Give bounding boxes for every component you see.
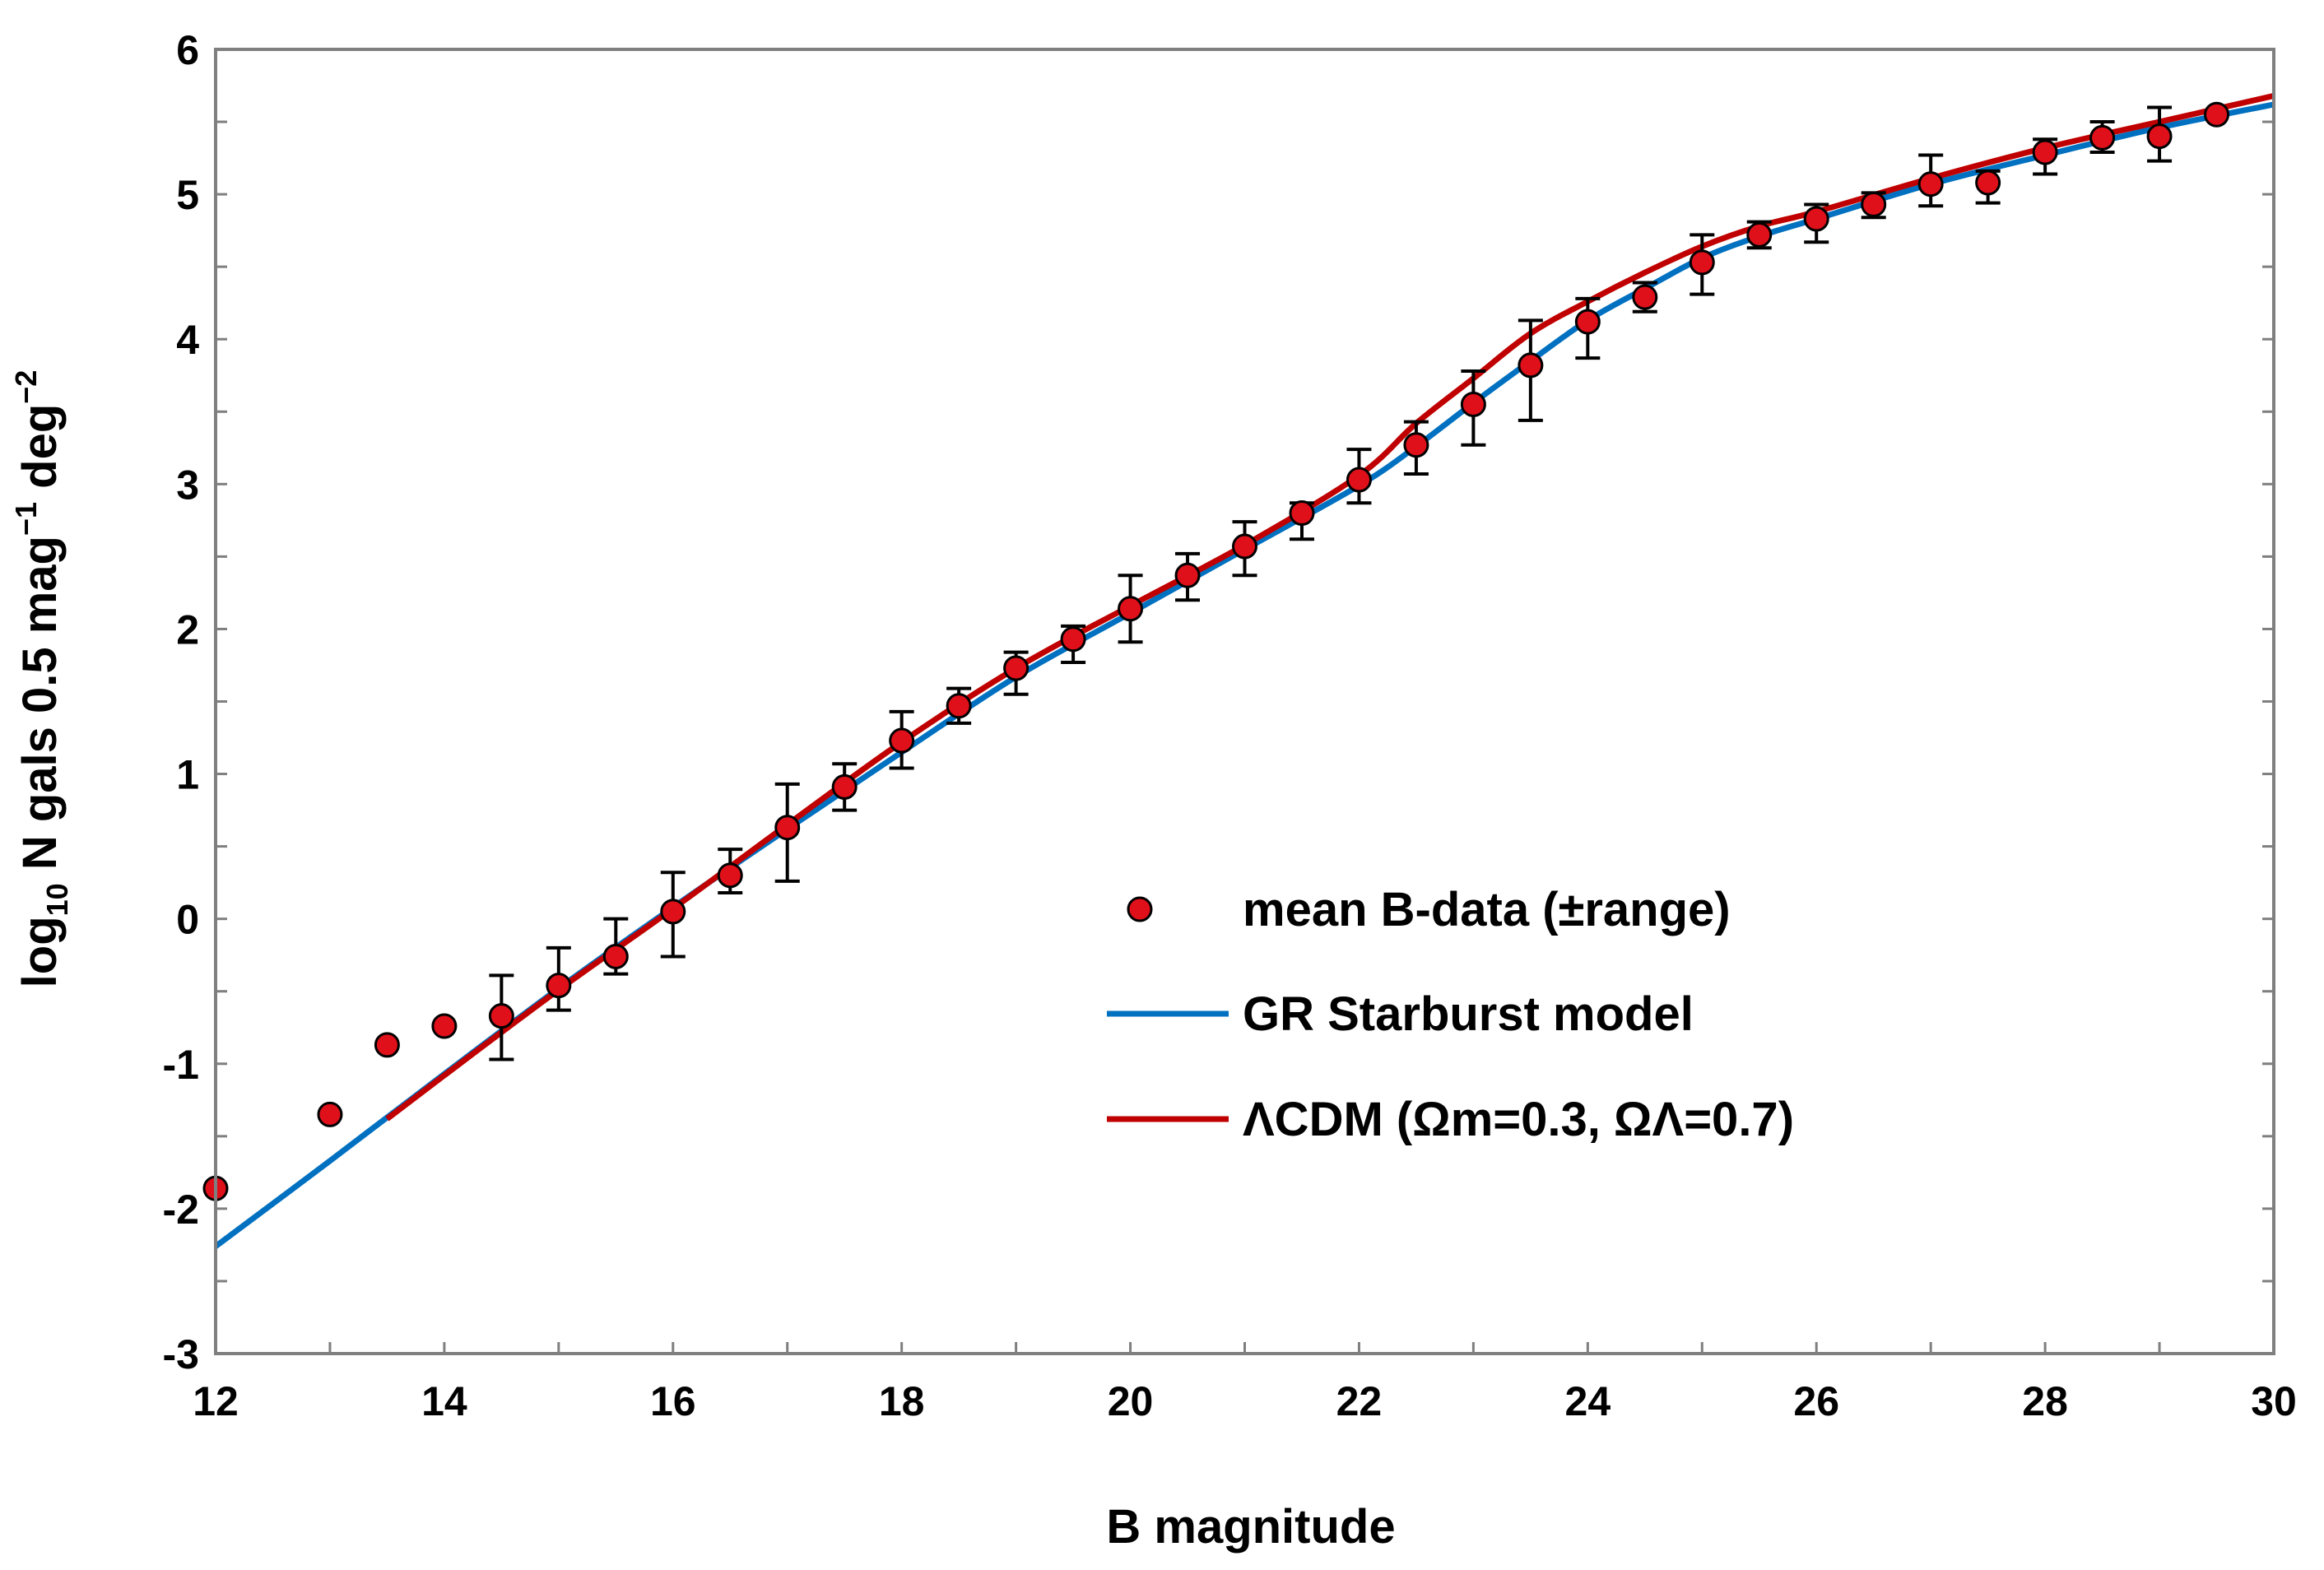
y-axis-ticks: -3 -2 -1 0 1 2 3 4 5 6: [163, 27, 200, 1377]
data-point: [1803, 206, 1829, 232]
x-tick-label: 12: [193, 1378, 239, 1424]
data-point: [1060, 626, 1086, 653]
data-point: [2032, 139, 2058, 165]
data-point: [1460, 391, 1486, 417]
data-point: [1003, 655, 1030, 681]
data-point: [1574, 309, 1601, 335]
data-point: [1746, 221, 1773, 248]
y-axis-title: log10 N gals 0.5 mag−1 deg−2: [9, 370, 74, 988]
data-point: [488, 1003, 514, 1029]
data-point: [1861, 191, 1887, 217]
data-point: [1403, 432, 1429, 458]
data-point: [374, 1032, 400, 1058]
legend-label-lcdm: ΛCDM (Ωm=0.3, ΩΛ=0.7): [1243, 1093, 1794, 1146]
y-axis-title-mag-exponent: −1: [9, 502, 43, 536]
y-tick-label: -1: [163, 1042, 199, 1088]
data-point: [2146, 123, 2173, 150]
data-point: [2089, 124, 2116, 151]
x-tick-label: 14: [421, 1378, 467, 1424]
y-axis-title-log-base: 10: [40, 883, 74, 916]
y-tick-label: 0: [176, 897, 199, 943]
data-point: [1975, 170, 2001, 196]
data-point: [831, 773, 858, 800]
y-tick-label: 2: [176, 606, 199, 653]
data-point: [889, 727, 915, 754]
legend: mean B-data (±range) GR Starburst model …: [1107, 883, 1794, 1146]
series-lines: [213, 92, 2275, 1249]
data-point: [1118, 596, 1144, 622]
y-axis-title-unit: deg: [13, 404, 67, 502]
data-point: [717, 862, 743, 889]
x-tick-label: 26: [1793, 1378, 1839, 1424]
plot-frame: [214, 48, 2275, 1355]
data-point: [317, 1101, 343, 1127]
x-tick-label: 24: [1565, 1378, 1611, 1424]
x-axis-ticks: 12 14 16 18 20 22 24 26 28 30: [193, 1378, 2297, 1424]
x-tick-label: 28: [2022, 1378, 2068, 1424]
y-tick-label: 4: [176, 317, 199, 363]
data-point: [602, 943, 629, 969]
x-tick-label: 16: [650, 1378, 696, 1424]
legend-marker-data-points: [1127, 896, 1153, 922]
x-tick-label: 18: [879, 1378, 925, 1424]
x-tick-label: 30: [2251, 1378, 2297, 1424]
y-tick-label: 1: [176, 752, 199, 798]
y-tick-label: 5: [176, 172, 199, 218]
y-axis-title-deg-exponent: −2: [9, 370, 43, 404]
data-point: [1289, 500, 1315, 527]
data-point: [1346, 467, 1372, 493]
data-point: [431, 1013, 458, 1039]
legend-label-data: mean B-data (±range): [1243, 883, 1731, 936]
y-tick-label: -3: [163, 1331, 199, 1377]
data-point: [2204, 101, 2230, 128]
data-point: [774, 815, 801, 841]
data-points: [202, 101, 2230, 1201]
minor-ticks: [214, 48, 2275, 1355]
y-axis-title-main: N gals 0.5 mag: [13, 536, 67, 883]
y-tick-label: 6: [176, 27, 199, 73]
y-axis-title-log: log: [13, 916, 67, 987]
lcdm-line: [385, 92, 2275, 1122]
data-point: [660, 899, 686, 925]
y-tick-label: 3: [176, 462, 199, 508]
data-point: [1518, 352, 1544, 379]
x-tick-label: 20: [1108, 1378, 1154, 1424]
data-point: [946, 693, 972, 719]
data-point: [1917, 171, 1944, 197]
y-tick-label: -2: [163, 1187, 199, 1233]
data-point: [1689, 249, 1715, 276]
x-tick-label: 22: [1336, 1378, 1383, 1424]
data-point: [1174, 562, 1201, 588]
data-point: [1632, 284, 1658, 310]
data-point: [546, 973, 572, 999]
x-axis-title: B magnitude: [1106, 1500, 1395, 1554]
data-point: [1232, 533, 1257, 560]
legend-label-gr-starburst: GR Starburst model: [1243, 987, 1694, 1041]
